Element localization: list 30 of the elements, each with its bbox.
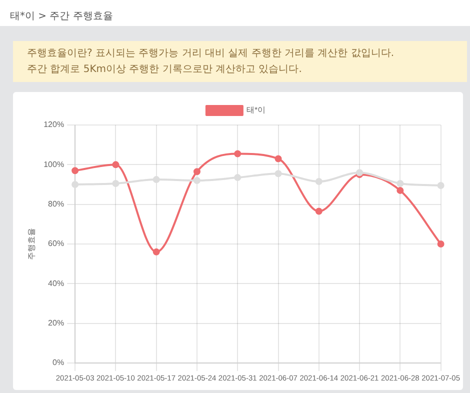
- point: [234, 150, 242, 158]
- point: [152, 248, 160, 256]
- y-tick-label: 100%: [44, 160, 64, 169]
- point: [152, 176, 160, 184]
- legend-label: 태*이: [246, 106, 266, 115]
- y-tick-label: 20%: [48, 318, 64, 328]
- point: [193, 177, 200, 184]
- text: 주간 합계로 5Km이상 주행한 기록으로만 계산하고 있습니다.: [27, 63, 303, 77]
- point: [274, 170, 282, 178]
- point: [315, 178, 322, 186]
- y-tick-label: 80%: [48, 200, 64, 209]
- point: [112, 180, 120, 188]
- y-tick-label: 40%: [48, 278, 64, 288]
- point: [112, 161, 120, 168]
- chart-title: 태*이 > 주간 주행효율: [0, 0, 470, 26]
- y-tick-label: 120%: [44, 120, 64, 130]
- point: [396, 180, 404, 188]
- point: [437, 182, 444, 189]
- point: [72, 181, 79, 188]
- text: 주행효율이란? 표시되는 주행가능 거리 대비 실제 주행한 거리를 계산한 값입니다.: [27, 47, 396, 61]
- point: [315, 208, 322, 215]
- point: [437, 240, 444, 248]
- point: [193, 168, 200, 176]
- point: [72, 167, 79, 174]
- point: [274, 155, 282, 162]
- y-axis-title: 주행효율: [27, 228, 36, 260]
- y-tick-label: 0%: [52, 358, 64, 368]
- point: [396, 186, 404, 194]
- y-tick-label: 60%: [48, 239, 64, 248]
- point: [234, 174, 242, 182]
